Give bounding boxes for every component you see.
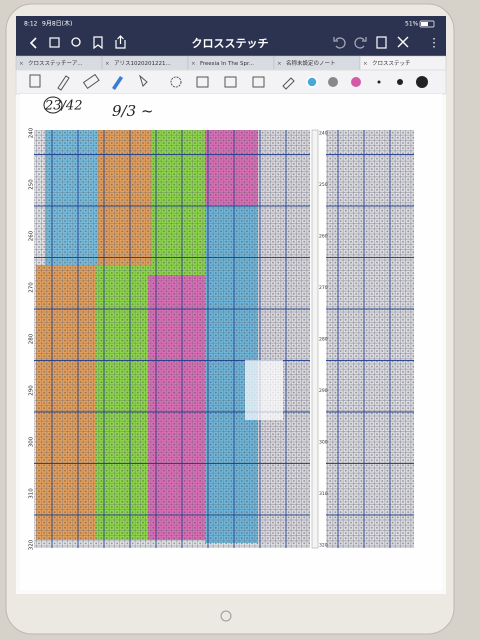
handwriting-date: 9/3 ~	[112, 102, 153, 120]
row-label-right: 250	[319, 182, 328, 188]
battery-level	[421, 22, 428, 26]
share-button[interactable]	[115, 35, 126, 49]
tool-sidebar[interactable]	[29, 74, 41, 88]
tool-eraser[interactable]	[82, 73, 100, 89]
row-label-right: 240	[319, 131, 328, 137]
row-label-left: 320	[29, 539, 35, 550]
tab-label[interactable]: Freesia In The Spr...	[200, 61, 254, 67]
tab-close[interactable]: ×	[363, 61, 368, 67]
row-label-right: 320	[319, 543, 328, 549]
tab-close[interactable]: ×	[105, 61, 110, 67]
more-button[interactable]: ⋮	[428, 36, 440, 50]
tab-label[interactable]: アリス1020201221...	[114, 60, 171, 67]
row-label-right: 270	[319, 285, 328, 291]
row-label-left: 240	[29, 127, 35, 138]
tab-label[interactable]: クロスステッチーア...	[28, 60, 83, 67]
undo-button[interactable]	[333, 37, 346, 49]
tool-shape[interactable]	[139, 74, 148, 87]
pattern-right	[311, 129, 414, 549]
tab-label[interactable]: クロスステッチ	[372, 60, 411, 67]
tab-label[interactable]: 名称未設定のノート	[286, 59, 336, 67]
row-label-left: 300	[29, 436, 35, 447]
top-bar	[16, 16, 446, 56]
tab-close[interactable]: ×	[19, 61, 24, 67]
status-time: 8:12	[24, 21, 38, 28]
tool-sticker[interactable]	[196, 76, 209, 88]
tool-image[interactable]	[224, 76, 237, 88]
row-label-left: 250	[29, 179, 35, 190]
tool-highlighter[interactable]	[112, 76, 123, 90]
add-page-button[interactable]	[376, 36, 387, 49]
tool-pen[interactable]	[57, 75, 70, 91]
handwriting-circle	[43, 96, 63, 114]
tool-text[interactable]	[252, 76, 265, 88]
tab-close[interactable]: ×	[191, 61, 196, 67]
row-label-left: 280	[29, 333, 35, 344]
tab-close[interactable]: ×	[277, 61, 282, 67]
home-button	[220, 610, 232, 622]
battery-icon	[419, 20, 435, 28]
redo-button[interactable]	[354, 37, 367, 49]
row-label-right: 310	[319, 491, 328, 497]
bookmark-button[interactable]	[93, 36, 103, 50]
handwriting-page: 23/42	[44, 99, 82, 114]
size-medium[interactable]	[397, 79, 403, 85]
status-date: 9月8日(木)	[42, 20, 72, 28]
color-gray[interactable]	[328, 77, 338, 87]
document-title[interactable]: クロスステッチ	[192, 37, 269, 50]
back-button[interactable]	[29, 37, 37, 49]
color-blue[interactable]	[306, 76, 318, 88]
row-label-left: 270	[29, 282, 35, 293]
size-large[interactable]	[416, 76, 428, 88]
size-small[interactable]	[377, 80, 381, 84]
tool-bar	[15, 69, 447, 95]
row-label-right: 290	[319, 388, 328, 394]
search-button[interactable]	[71, 37, 81, 47]
row-label-right: 260	[319, 234, 328, 240]
pattern-left	[34, 130, 310, 548]
row-label-left: 260	[29, 230, 35, 241]
row-label-left: 310	[29, 488, 35, 499]
tool-laser[interactable]	[282, 77, 295, 90]
color-pink[interactable]	[351, 77, 361, 87]
row-label-left: 290	[29, 385, 35, 396]
grid-button[interactable]	[49, 37, 60, 48]
battery: 51%	[405, 21, 419, 28]
tool-lasso[interactable]	[170, 76, 182, 88]
row-label-right: 300	[319, 440, 328, 446]
close-button[interactable]	[397, 36, 409, 48]
row-label-right: 280	[319, 337, 328, 343]
